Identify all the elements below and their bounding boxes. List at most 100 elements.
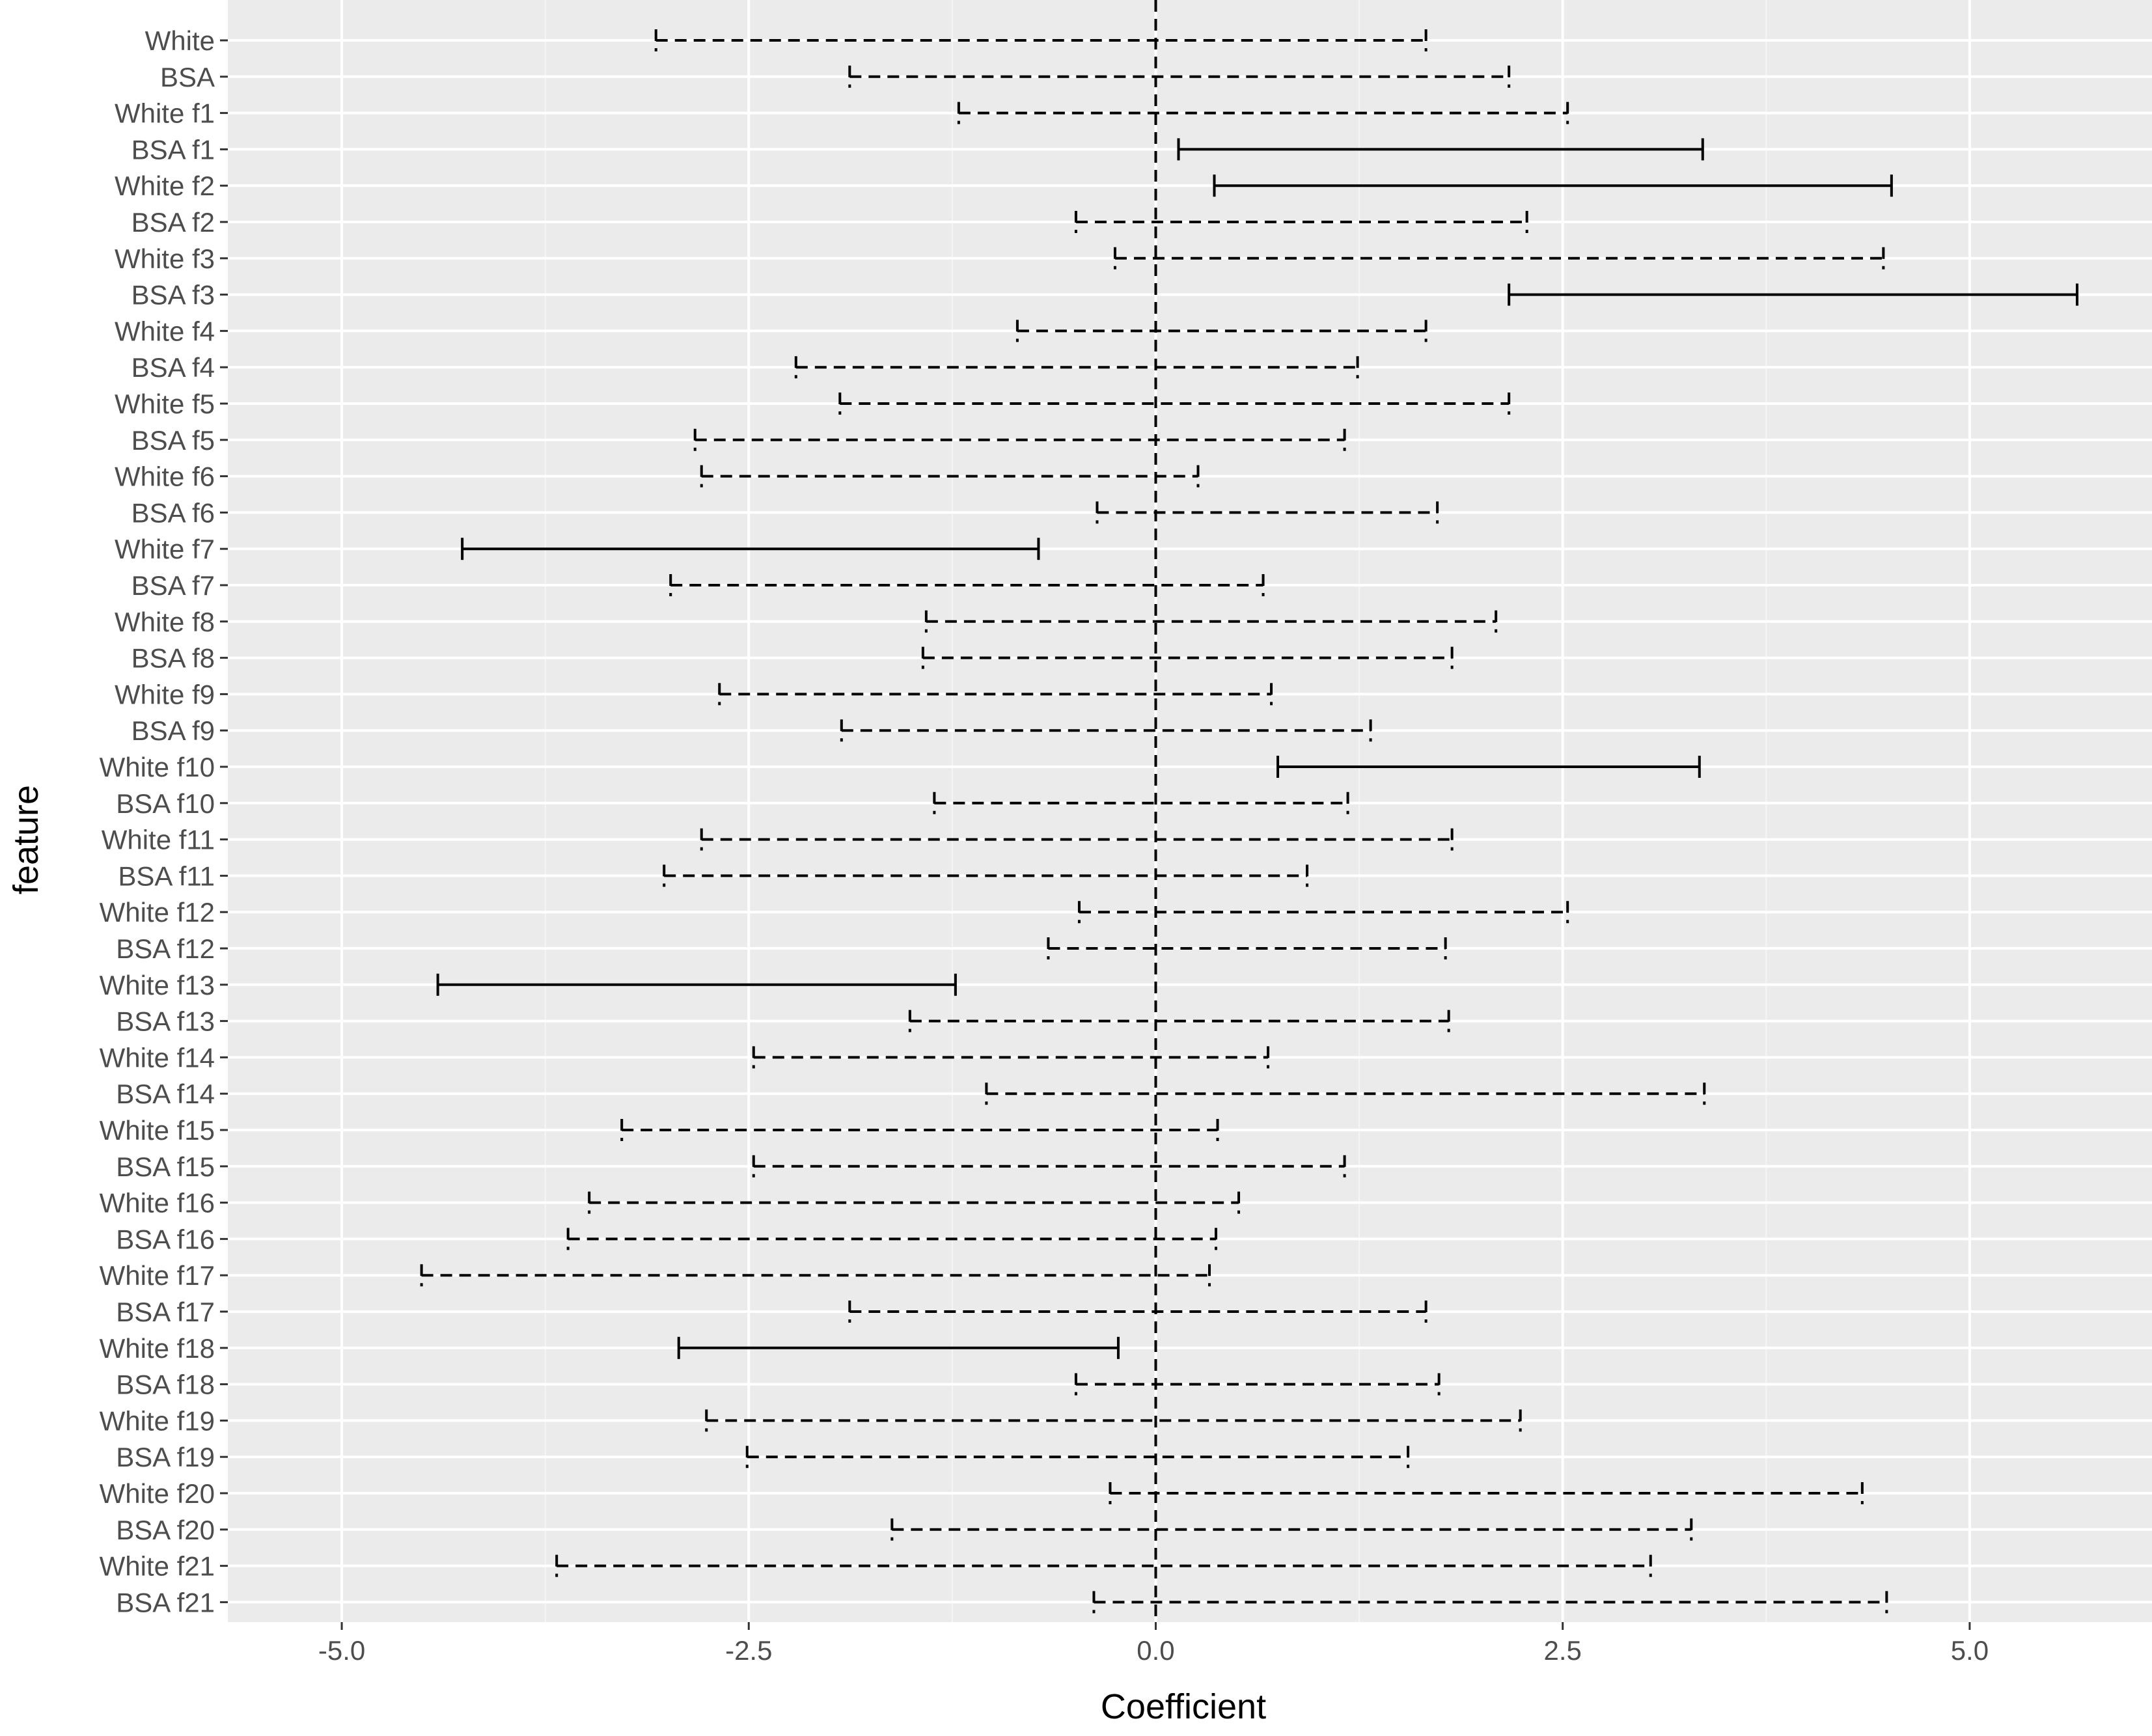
x-tick-label: -5.0 [318,1635,365,1666]
y-axis: White BSA White f1 BSA f1 White f2 BSA f2 Whit… [100,25,228,1618]
y-tick-label: White f7 [115,534,215,564]
x-axis-title: Coefficient [1101,1687,1266,1726]
x-axis: -5.0 -2.5 0.0 2.5 5.0 [318,1622,1989,1666]
errorbar-bsa-f20 [890,1518,1693,1541]
y-tick-label: White f3 [115,243,215,274]
y-tick-label: White f1 [115,98,215,129]
y-tick-label: BSA f1 [131,134,215,165]
y-tick-label: White f12 [100,897,215,928]
y-tick-label: BSA f14 [116,1079,215,1109]
y-tick-label: White f15 [100,1115,215,1146]
y-tick-label: BSA f6 [131,497,215,528]
x-tick-label: 0.0 [1137,1635,1174,1666]
errorbar-white-f5 [838,393,1511,415]
errorbar-white-f15 [620,1119,1219,1141]
x-tick-label: 2.5 [1543,1635,1581,1666]
y-tick-label: White f10 [100,752,215,782]
y-tick-label: BSA f7 [131,570,215,601]
errorbar-bsa-f17 [848,1301,1428,1323]
errorbar-bsa-f9 [840,719,1372,742]
errorbar-bsa-f3 [1508,283,2078,306]
y-tick-label: White f5 [115,389,215,419]
errorbar-bsa-f18 [1074,1373,1441,1396]
errorbar-white-f18 [677,1336,1120,1359]
errorbar-white-f20 [1109,1482,1864,1504]
errorbar-white-f9 [718,683,1273,706]
errorbar-white-f10 [1276,756,1701,778]
y-tick-label: White f6 [115,462,215,492]
errorbar-bsa-f16 [566,1228,1218,1250]
errorbar-white [654,29,1428,51]
y-axis-title: feature [7,785,46,894]
y-tick-label: BSA f4 [131,352,215,383]
y-tick-label: BSA f8 [131,643,215,674]
y-tick-label: White f11 [102,825,215,855]
y-tick-label: BSA f10 [116,788,215,819]
y-tick-label: White f19 [100,1405,215,1436]
y-tick-label: BSA f17 [116,1297,215,1327]
errorbar-bsa-f13 [908,1010,1450,1032]
errorbar-bsa-f6 [1096,501,1439,524]
y-tick-label: BSA f2 [131,207,215,238]
errorbar-white-f2 [1213,174,1893,197]
errorbar-white-f4 [1015,320,1428,342]
plot-panel [228,0,2152,1622]
errorbar-white-f12 [1077,901,1569,924]
y-tick-label: BSA f19 [116,1442,215,1472]
y-tick-label: White f2 [115,171,215,201]
y-tick-label: White f21 [100,1551,215,1582]
errorbar-bsa-f2 [1074,211,1528,233]
errorbar-white-f19 [705,1409,1522,1432]
y-tick-label: White f20 [100,1478,215,1509]
y-tick-label: BSA f18 [116,1370,215,1400]
y-tick-label: White f8 [115,607,215,637]
y-tick-label: BSA f11 [118,861,215,891]
y-tick-label: BSA f13 [116,1006,215,1037]
error-bars [420,29,2078,1614]
errorbar-white-f17 [420,1264,1211,1287]
y-tick-label: BSA f21 [116,1587,215,1618]
y-tick-label: BSA f16 [116,1224,215,1254]
errorbar-bsa-f11 [663,864,1309,887]
errorbar-white-f13 [436,973,957,996]
y-tick-label: White f4 [115,316,215,346]
y-tick-label: White f18 [100,1333,215,1364]
x-tick-label: -2.5 [725,1635,772,1666]
errorbar-bsa [848,65,1511,88]
errorbar-bsa-f10 [933,792,1349,814]
errorbar-white-f3 [1113,247,1885,269]
y-tick-label: White f14 [100,1042,215,1073]
y-tick-label: BSA f15 [116,1151,215,1182]
errorbar-bsa-f21 [1092,1591,1888,1614]
errorbar-white-f11 [700,828,1454,851]
errorbar-bsa-f5 [693,428,1346,451]
errorbar-white-f7 [461,538,1040,560]
y-tick-label: BSA f5 [131,425,215,456]
y-tick-label: White f9 [115,679,215,710]
errorbar-bsa-f7 [669,574,1265,596]
y-tick-label: White f17 [100,1260,215,1291]
errorbar-bsa-f4 [794,356,1359,379]
minor-gridlines [544,0,1767,1622]
y-tick-label: BSA f3 [131,280,215,310]
errorbar-bsa-f12 [1047,937,1447,959]
y-tick-label: BSA f9 [131,715,215,746]
errorbar-bsa-f8 [921,646,1454,669]
y-tick-label: BSA f20 [116,1515,215,1545]
y-tick-label: White f16 [100,1188,215,1219]
errorbar-bsa-f19 [745,1446,1410,1468]
errorbar-bsa-f14 [985,1082,1706,1105]
errorbar-white-f21 [555,1554,1652,1577]
errorbar-white-f16 [588,1191,1241,1214]
errorbar-white-f8 [924,610,1498,633]
errorbar-bsa-f15 [752,1155,1346,1178]
errorbar-white-f1 [957,102,1569,124]
errorbar-white-f6 [700,465,1200,488]
errorbar-bsa-f1 [1177,138,1704,161]
y-tick-label: White [145,25,215,56]
y-tick-label: White f13 [100,970,215,1000]
y-tick-label: BSA f12 [116,933,215,964]
errorbar-white-f14 [752,1046,1270,1069]
y-tick-label: BSA [160,62,215,92]
